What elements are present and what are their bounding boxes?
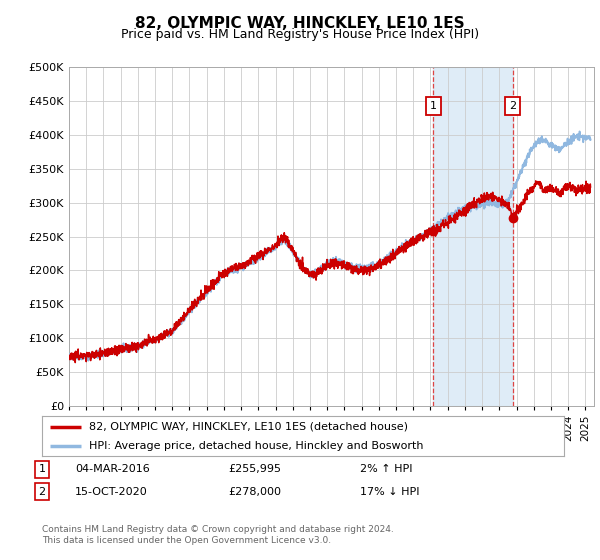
Text: 1: 1 xyxy=(38,464,46,474)
Text: 15-OCT-2020: 15-OCT-2020 xyxy=(75,487,148,497)
Text: 17% ↓ HPI: 17% ↓ HPI xyxy=(360,487,419,497)
Text: 82, OLYMPIC WAY, HINCKLEY, LE10 1ES: 82, OLYMPIC WAY, HINCKLEY, LE10 1ES xyxy=(135,16,465,31)
Text: 1: 1 xyxy=(430,101,437,111)
Text: Contains HM Land Registry data © Crown copyright and database right 2024.
This d: Contains HM Land Registry data © Crown c… xyxy=(42,525,394,545)
Text: 82, OLYMPIC WAY, HINCKLEY, LE10 1ES (detached house): 82, OLYMPIC WAY, HINCKLEY, LE10 1ES (det… xyxy=(89,422,408,432)
Text: 04-MAR-2016: 04-MAR-2016 xyxy=(75,464,150,474)
Text: 2: 2 xyxy=(509,101,517,111)
Bar xyxy=(433,67,513,406)
Text: £278,000: £278,000 xyxy=(228,487,281,497)
Text: £255,995: £255,995 xyxy=(228,464,281,474)
Text: 2: 2 xyxy=(38,487,46,497)
Text: Price paid vs. HM Land Registry's House Price Index (HPI): Price paid vs. HM Land Registry's House … xyxy=(121,28,479,41)
Text: 2% ↑ HPI: 2% ↑ HPI xyxy=(360,464,413,474)
Text: HPI: Average price, detached house, Hinckley and Bosworth: HPI: Average price, detached house, Hinc… xyxy=(89,441,424,450)
